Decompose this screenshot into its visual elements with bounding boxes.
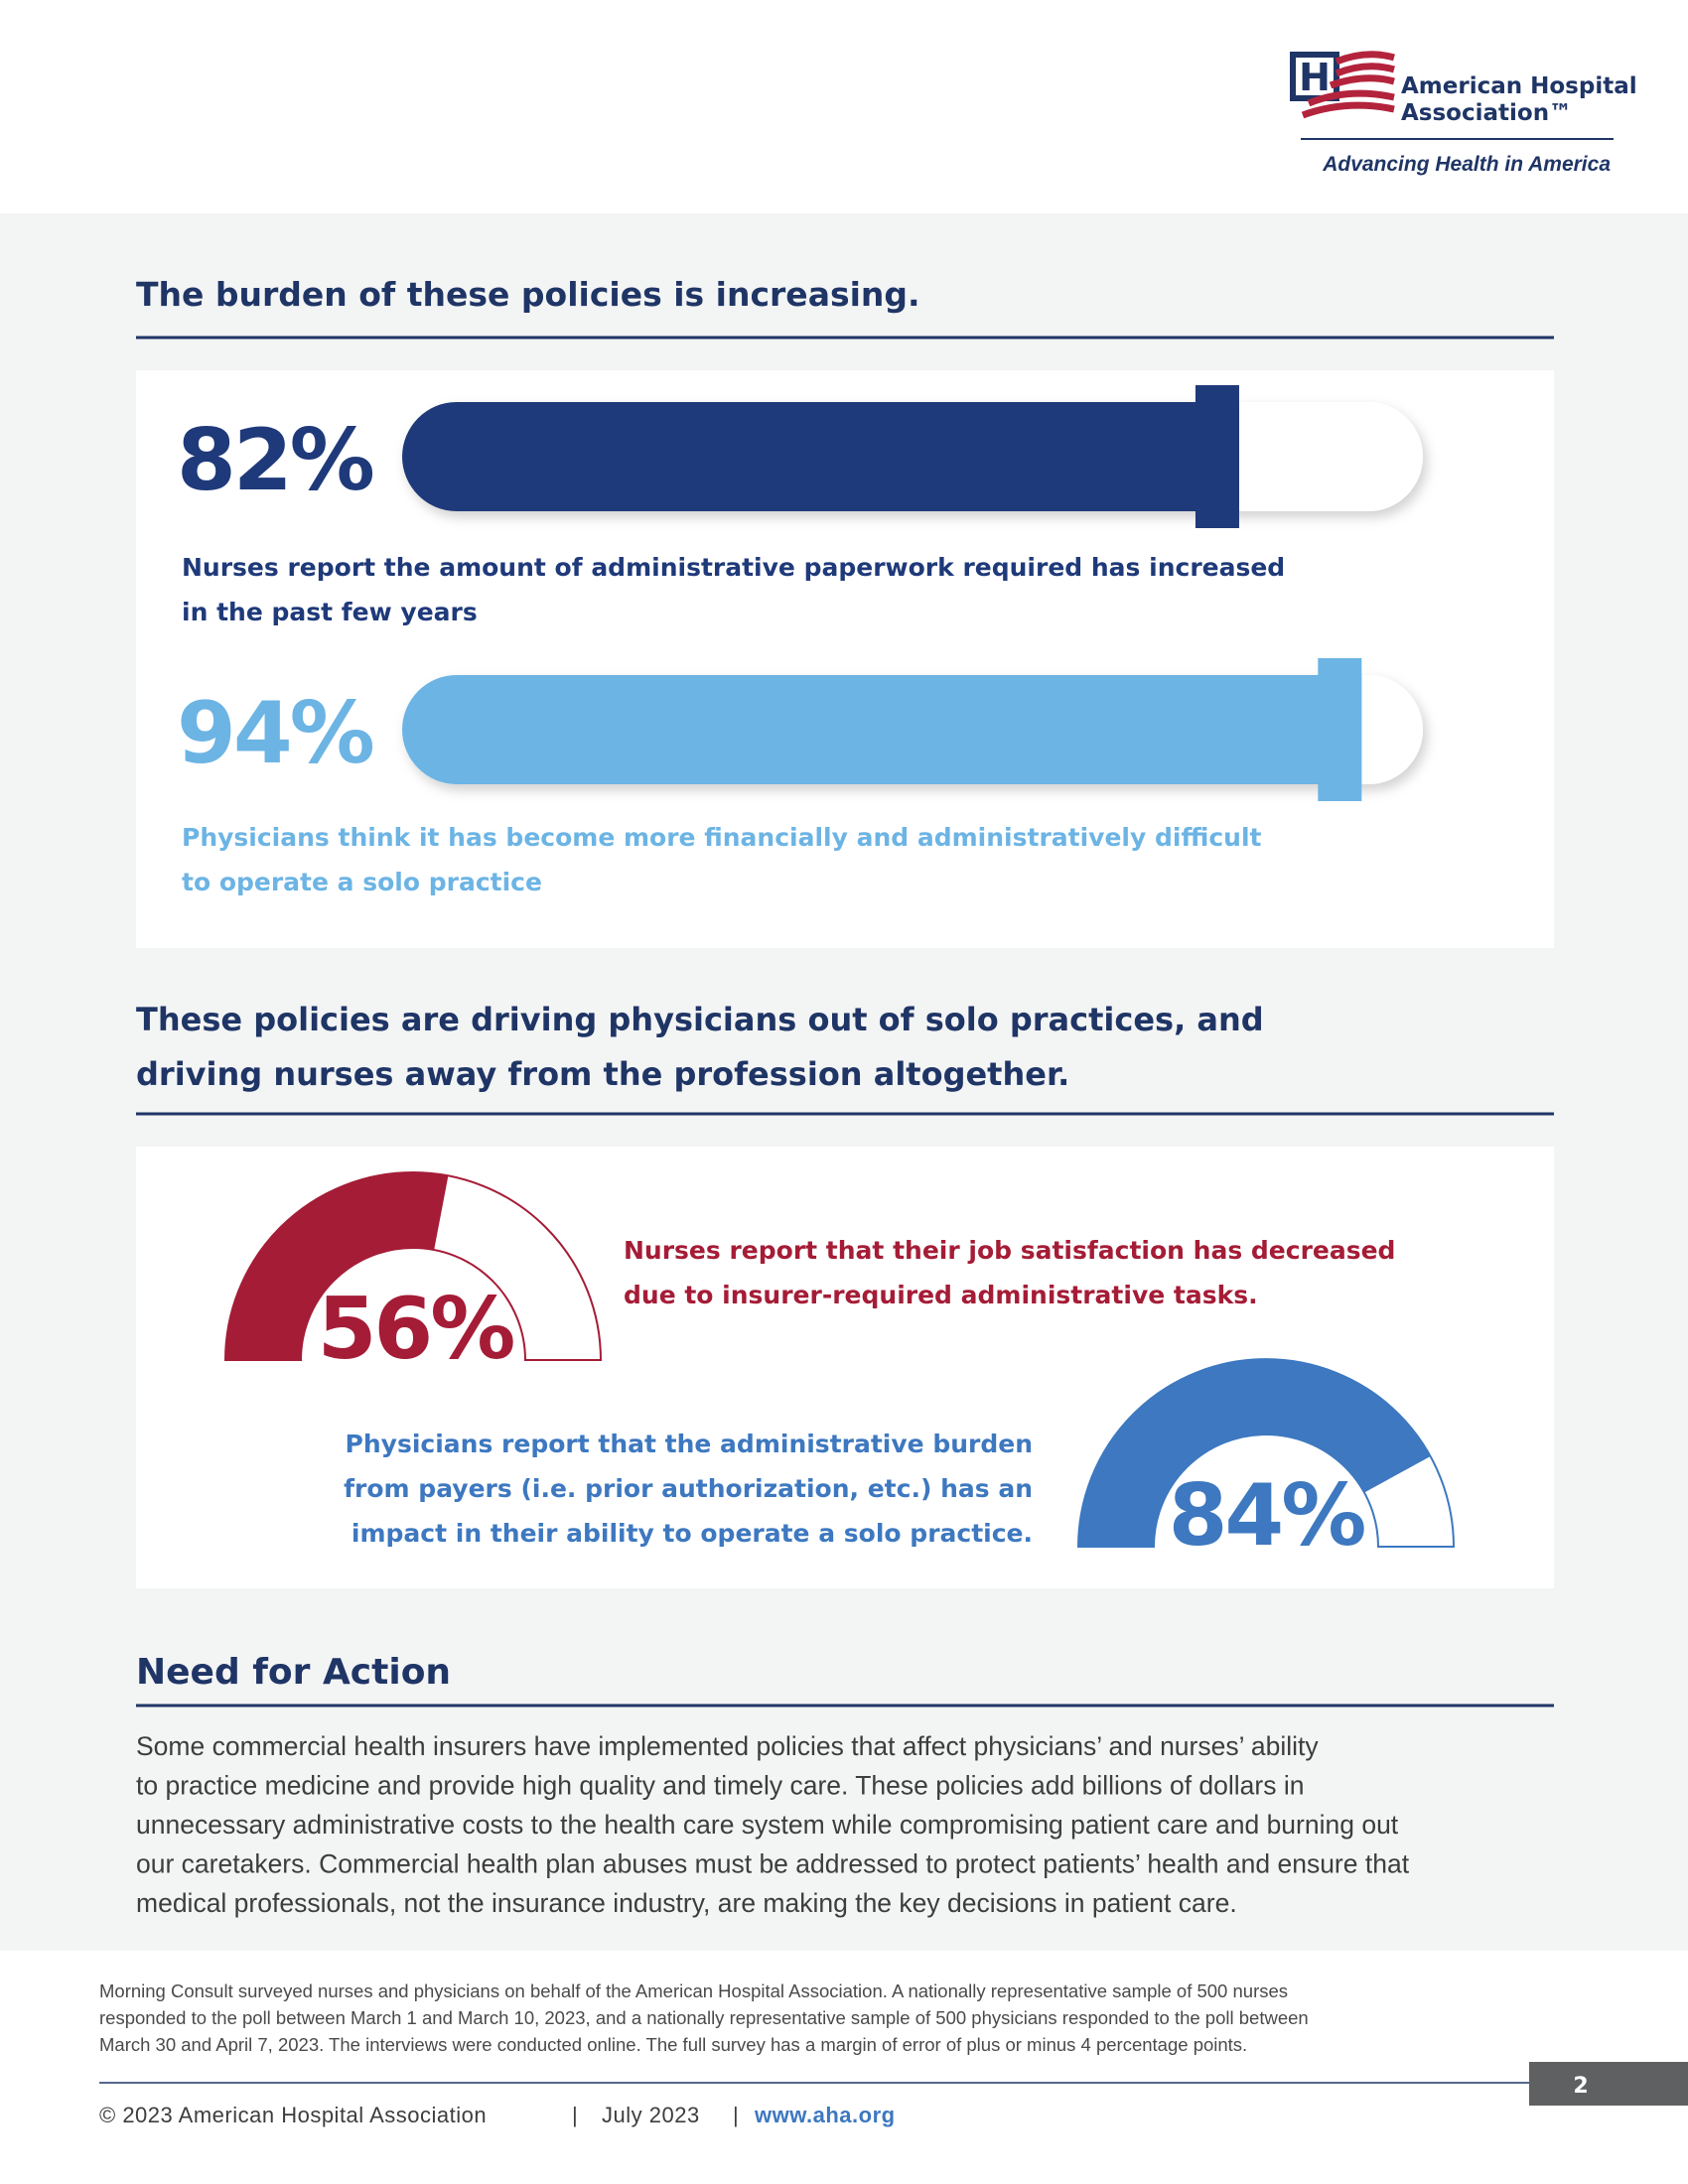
stat-text: impact in their ability to operate a sol… <box>352 1519 1033 1548</box>
footer-separator: | <box>733 2103 739 2127</box>
footer-date: July 2023 <box>602 2103 700 2127</box>
stat-text: due to insurer-required administrative t… <box>624 1281 1258 1309</box>
footer-separator: | <box>572 2103 578 2127</box>
page-number: 2 <box>1573 2074 1588 2099</box>
paragraph-line: Some commercial health insurers have imp… <box>136 1731 1319 1761</box>
gauge-fill <box>1078 1359 1431 1547</box>
bar-cap <box>1195 385 1239 528</box>
stat-text: Physicians think it has become more fina… <box>182 823 1262 852</box>
paragraph-line: medical professionals, not the insurance… <box>136 1888 1237 1918</box>
page-number-box <box>1529 2062 1688 2106</box>
stat-value: 94% <box>177 684 373 783</box>
logo-tagline: Advancing Health in America <box>1322 153 1611 176</box>
logo-stripes <box>1301 51 1395 119</box>
logo-name: Association™ <box>1401 100 1572 126</box>
paragraph-line: unnecessary administrative costs to the … <box>136 1810 1399 1840</box>
gauge-fill <box>225 1171 449 1360</box>
stat-text: Physicians report that the administrativ… <box>346 1430 1033 1458</box>
logo: H American Hospital Association™ Advanci… <box>1290 51 1637 176</box>
bar-cap <box>1318 658 1362 801</box>
footnote-line: Morning Consult surveyed nurses and phys… <box>99 1980 1288 2001</box>
stat-text: Nurses report that their job satisfactio… <box>624 1236 1395 1265</box>
stat-value: 82% <box>177 411 373 510</box>
stat-value: 56% <box>318 1280 514 1379</box>
section-heading: Need for Action <box>136 1652 451 1693</box>
bar-fill <box>402 402 1239 511</box>
footer-copyright: © 2023 American Hospital Association <box>99 2103 487 2127</box>
paragraph-line: to practice medicine and provide high qu… <box>136 1771 1304 1801</box>
section-heading: The burden of these policies is increasi… <box>136 275 920 314</box>
footnote: Morning Consult surveyed nurses and phys… <box>99 1980 1309 2055</box>
footer-url[interactable]: www.aha.org <box>754 2103 896 2127</box>
logo-name: American Hospital <box>1401 73 1637 99</box>
stat-text: Nurses report the amount of administrati… <box>182 553 1285 582</box>
stat-text: to operate a solo practice <box>182 868 542 896</box>
paragraph-line: our caretakers. Commercial health plan a… <box>136 1849 1410 1879</box>
section-heading: These policies are driving physicians ou… <box>136 1001 1264 1038</box>
section-heading: driving nurses away from the profession … <box>136 1055 1069 1093</box>
stat-text: from payers (i.e. prior authorization, e… <box>344 1474 1033 1503</box>
paragraph: Some commercial health insurers have imp… <box>136 1731 1410 1918</box>
stat-text: in the past few years <box>182 598 478 626</box>
footnote-line: responded to the poll between March 1 an… <box>99 2007 1309 2028</box>
stat-value: 84% <box>1169 1466 1365 1566</box>
bar-fill <box>402 675 1362 784</box>
logo-mark: H <box>1299 56 1331 99</box>
footnote-line: March 30 and April 7, 2023. The intervie… <box>99 2034 1247 2055</box>
